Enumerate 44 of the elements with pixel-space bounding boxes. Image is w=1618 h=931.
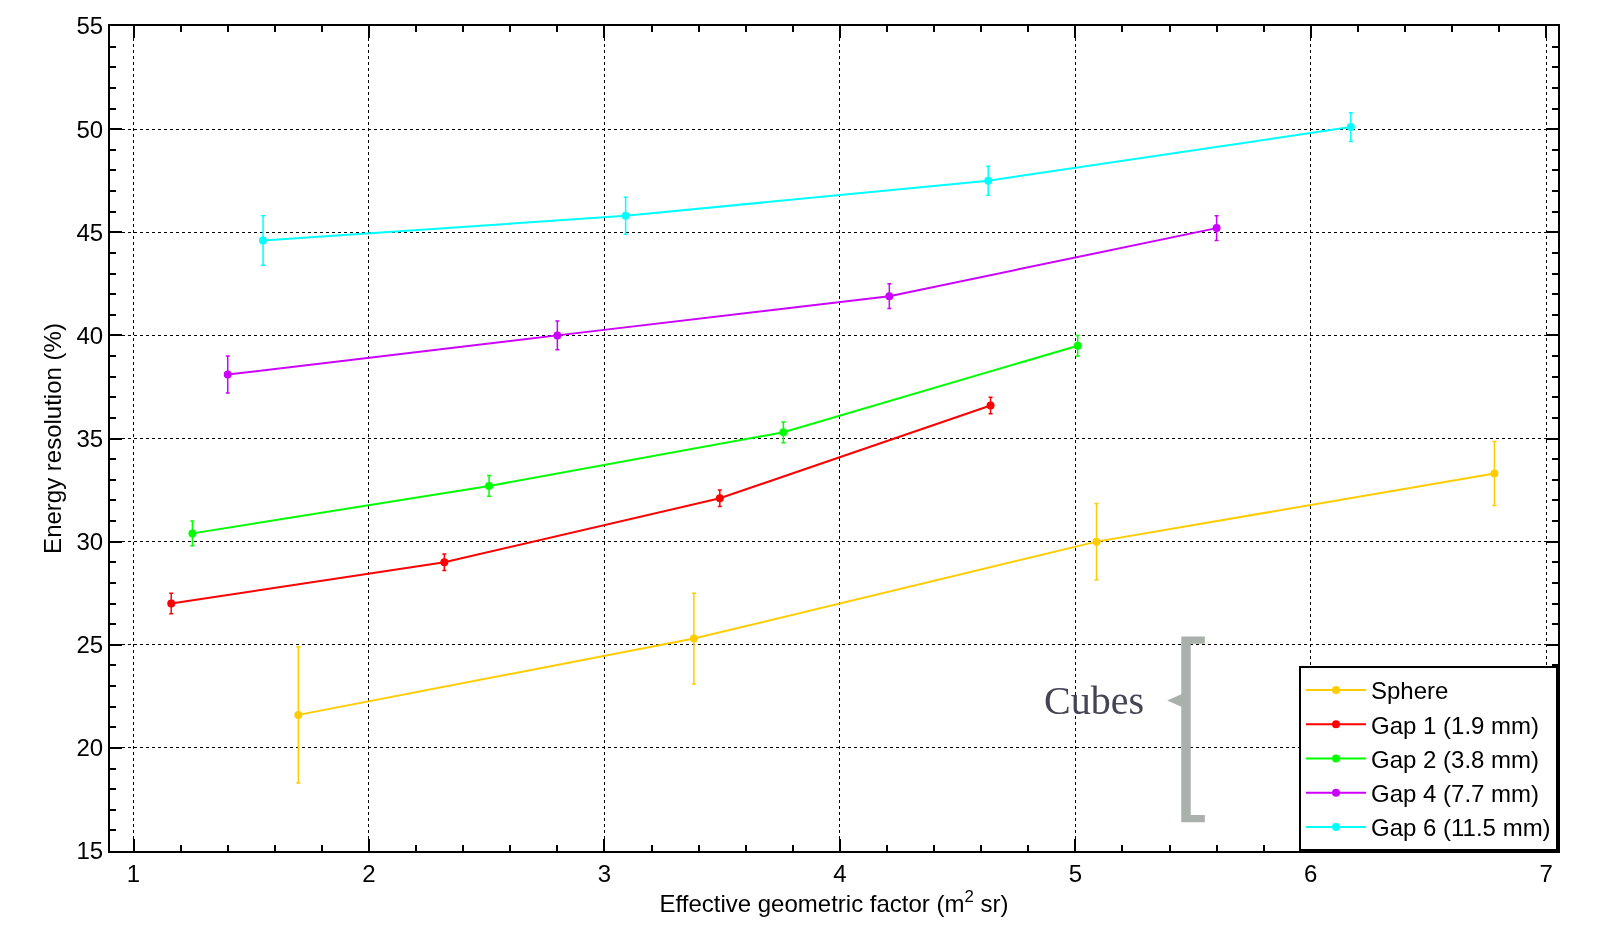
legend-label: Sphere: [1371, 677, 1449, 705]
x-tick-label: 6: [1304, 859, 1318, 887]
point: [259, 236, 268, 245]
point: [223, 370, 232, 379]
y-tick-label: 55: [76, 12, 104, 40]
x-tick-label: 2: [362, 859, 376, 887]
point: [553, 331, 562, 340]
x-tick-label: 1: [126, 859, 141, 887]
point: [984, 176, 993, 185]
point: [986, 401, 995, 410]
legend-label: Gap 4 (7.7 mm): [1371, 780, 1540, 808]
point: [485, 481, 494, 490]
point: [621, 211, 630, 220]
point: [885, 292, 894, 301]
point: [440, 558, 449, 567]
annotation: Cubes: [1044, 678, 1144, 723]
y-axis-title: Energy resolution (%): [39, 323, 67, 554]
point: [167, 599, 176, 608]
y-tick-label: 20: [76, 734, 104, 762]
point: [715, 494, 724, 503]
legend-label: Gap 1 (1.9 mm): [1371, 711, 1540, 739]
y-tick-label: 35: [76, 424, 104, 452]
y-tick-label: 40: [76, 321, 104, 349]
point: [1346, 123, 1355, 132]
point: [1212, 224, 1221, 233]
y-tick-label: 30: [76, 528, 104, 556]
x-tick-label: 4: [833, 859, 847, 887]
point: [188, 529, 197, 538]
point: [1073, 341, 1082, 350]
point: [294, 710, 303, 719]
y-tick-label: 15: [76, 837, 104, 865]
x-axis-title: Effective geometric factor (m$^{2}$ sr): [659, 886, 1009, 917]
x-tick-label: 3: [597, 859, 612, 887]
point: [1092, 537, 1101, 546]
legend-label: Gap 6 (11.5 mm): [1371, 814, 1551, 842]
y-tick-label: 45: [76, 218, 104, 246]
point: [779, 428, 788, 437]
y-tick-label: 50: [76, 115, 104, 143]
y-tick-label: 25: [76, 631, 104, 659]
x-tick-label: 5: [1068, 859, 1083, 887]
legend-label: Gap 2 (3.8 mm): [1371, 745, 1540, 773]
point: [689, 634, 698, 643]
x-tick-label: 7: [1539, 859, 1553, 887]
point: [1490, 469, 1499, 478]
